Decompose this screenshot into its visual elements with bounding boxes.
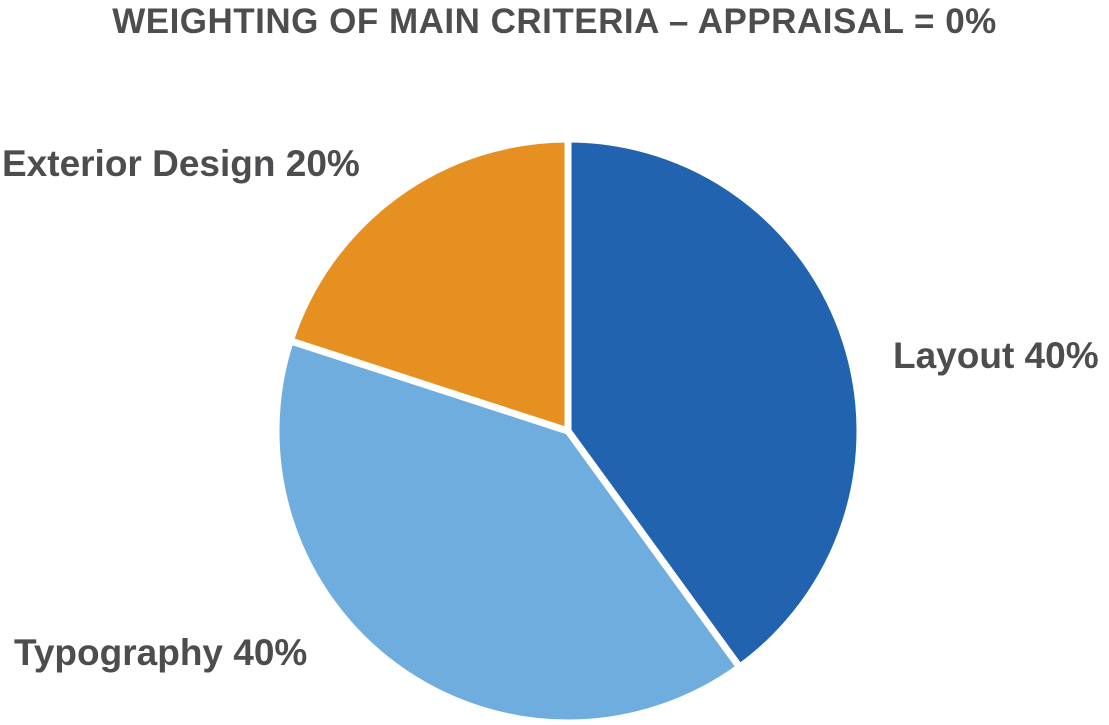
pie-slices bbox=[272, 135, 864, 725]
pie-slice-exterior-design bbox=[286, 135, 572, 435]
pie-slice-layout bbox=[564, 135, 864, 671]
slice-label-typography: Typography 40% bbox=[14, 632, 307, 673]
slice-label-layout: Layout 40% bbox=[893, 335, 1099, 376]
pie-slice-typography bbox=[272, 337, 744, 725]
slice-label-exterior-design: Exterior Design 20% bbox=[2, 143, 360, 184]
chart-title: WEIGHTING OF MAIN CRITERIA – APPRAISAL =… bbox=[112, 2, 997, 41]
